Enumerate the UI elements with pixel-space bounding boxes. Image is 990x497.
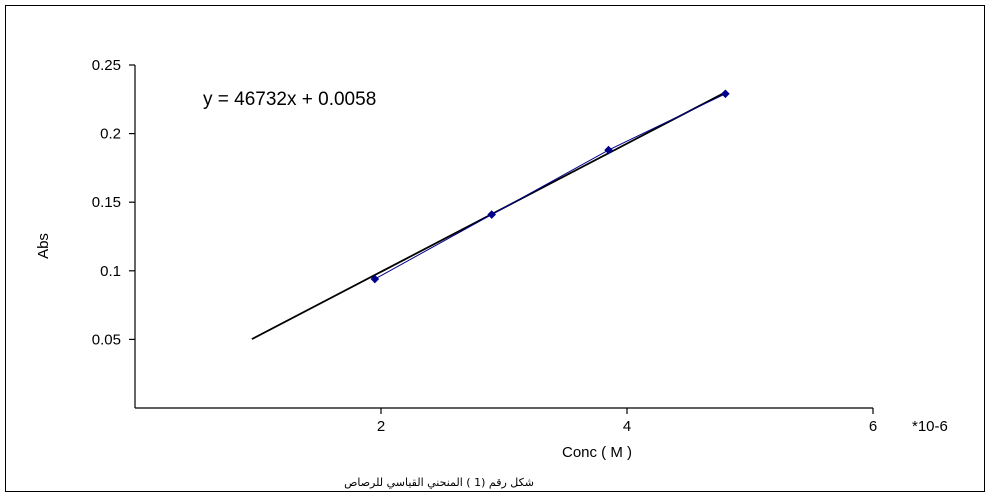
y-tick-label: 0.15 [92,194,121,211]
data-points-layer [370,89,730,284]
y-tick-label: 0.1 [100,263,121,280]
series-line [374,93,726,280]
x-axis-unit-label: *10-6 [912,418,948,435]
x-tick-label: 2 [377,418,385,435]
y-axis-title: Abs [35,233,52,259]
x-tick-label: 6 [869,418,877,435]
trendline-equation: y = 46732x + 0.0058 [203,89,376,110]
x-axis-title: Conc ( M ) [562,444,632,461]
data-point [604,145,613,155]
x-tick-label: 4 [623,418,631,435]
chart-border [5,5,985,492]
y-tick-label: 0.05 [92,331,121,348]
data-point [721,89,730,99]
y-tick-label: 0.2 [100,126,121,143]
y-axis-ticks: 0.25 0.2 0.15 0.1 0.05 [92,57,135,348]
x-axis-ticks: 2 4 6 [377,408,877,435]
data-point [370,274,380,284]
chart-caption: شكل رقم (1 ) المنحني القياسي للرصاص [344,476,534,489]
y-tick-label: 0.25 [92,57,121,74]
data-point [487,210,497,219]
